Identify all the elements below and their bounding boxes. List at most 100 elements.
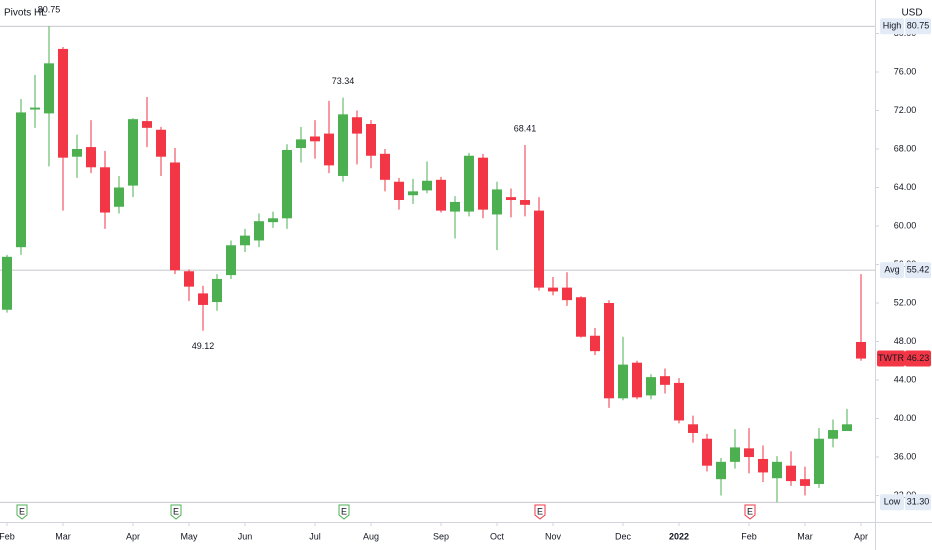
candle-body — [590, 335, 600, 352]
earnings-label: E — [173, 506, 179, 516]
candle-body — [842, 424, 852, 432]
candle-body — [646, 377, 656, 396]
candle-body — [114, 187, 124, 207]
candle-body — [632, 362, 642, 398]
x-tick-label: May — [180, 531, 198, 541]
level-value: 80.75 — [907, 21, 930, 31]
candle-body — [422, 180, 432, 191]
candle-body — [212, 278, 222, 303]
candle-body — [282, 149, 292, 219]
y-tick-label: 48.00 — [894, 336, 917, 346]
candle-body — [786, 465, 796, 482]
x-tick-label: Apr — [126, 531, 140, 541]
candle-body — [758, 458, 768, 473]
candle-body — [394, 181, 404, 201]
candle-body — [618, 364, 628, 399]
candle-body — [772, 461, 782, 479]
price-tag-value: 46.23 — [907, 353, 930, 363]
x-tick-label: Sep — [433, 531, 449, 541]
candle-body — [688, 424, 698, 433]
candle-body — [478, 157, 488, 210]
level-value-badge — [905, 262, 931, 279]
candle-body — [2, 256, 12, 310]
candle-body — [16, 112, 26, 248]
x-tick-label: Mar — [797, 531, 813, 541]
y-tick-label: 68.00 — [894, 143, 917, 153]
candle-body — [268, 218, 278, 223]
level-name-badge — [880, 18, 904, 35]
candle-body — [436, 179, 446, 211]
candle-body — [100, 167, 110, 213]
candle-body — [408, 191, 418, 196]
level-name: Avg — [884, 264, 899, 274]
pivot-label: 80.75 — [38, 5, 61, 15]
currency-label: USD — [901, 8, 922, 19]
level-value: 31.30 — [907, 497, 930, 507]
candle-body — [142, 121, 152, 128]
y-tick-label: 40.00 — [894, 413, 917, 423]
candle-body — [198, 293, 208, 305]
price-tag-name: TWTR — [878, 353, 904, 363]
pivot-label: 73.34 — [332, 76, 355, 86]
x-tick-label: Dec — [615, 531, 632, 541]
indicator-title: Pivots HL — [4, 8, 47, 19]
y-tick-label: 44.00 — [894, 374, 917, 384]
earnings-marker — [744, 504, 756, 520]
y-tick-label: 76.00 — [894, 66, 917, 76]
candle-body — [576, 297, 586, 337]
y-tick-label: 80.00 — [894, 28, 917, 38]
earnings-label: E — [19, 506, 25, 516]
candle-body — [310, 136, 320, 142]
candle-body — [492, 189, 502, 215]
candle-body — [338, 114, 348, 176]
candle-body — [254, 221, 264, 241]
x-tick-label: Jun — [238, 531, 253, 541]
x-tick-label: Nov — [545, 531, 562, 541]
earnings-marker — [170, 504, 182, 520]
level-name: Low — [884, 497, 901, 507]
level-name: High — [883, 21, 902, 31]
candle-body — [464, 155, 474, 212]
candle-body — [744, 448, 754, 458]
candle-body — [240, 235, 250, 246]
candle-body — [856, 342, 866, 359]
x-tick-label: Feb — [741, 531, 757, 541]
x-tick-label: Oct — [490, 531, 505, 541]
candle-body — [30, 107, 40, 110]
candle-body — [674, 382, 684, 421]
x-tick-label: 2022 — [669, 531, 689, 541]
candle-body — [828, 430, 838, 439]
candle-body — [72, 149, 82, 157]
level-value: 55.42 — [907, 264, 930, 274]
candle-body — [506, 197, 516, 201]
level-value-badge — [905, 494, 931, 511]
earnings-label: E — [747, 506, 753, 516]
candle-body — [156, 129, 166, 157]
candle-body — [296, 139, 306, 149]
x-tick-label: Feb — [0, 531, 15, 541]
candle-body — [534, 210, 544, 288]
earnings-marker — [338, 504, 350, 520]
candle-body — [380, 153, 390, 180]
earnings-marker — [534, 504, 546, 520]
candle-body — [814, 438, 824, 484]
y-tick-label: 52.00 — [894, 297, 917, 307]
x-tick-label: Aug — [363, 531, 379, 541]
candle-body — [450, 201, 460, 212]
candle-body — [660, 376, 670, 385]
pivot-label: 49.12 — [192, 341, 215, 351]
candle-body — [86, 147, 96, 168]
y-tick-label: 56.00 — [894, 259, 917, 269]
y-tick-label: 60.00 — [894, 220, 917, 230]
candle-body — [170, 162, 180, 271]
candle-body — [352, 117, 362, 134]
pivot-label: 68.41 — [514, 123, 537, 133]
level-name-badge — [880, 262, 904, 279]
x-tick-label: Apr — [854, 531, 868, 541]
y-tick-label: 64.00 — [894, 182, 917, 192]
earnings-label: E — [341, 506, 347, 516]
candle-body — [520, 200, 530, 205]
x-tick-label: Jul — [309, 531, 321, 541]
price-tag-name-badge — [877, 350, 905, 367]
